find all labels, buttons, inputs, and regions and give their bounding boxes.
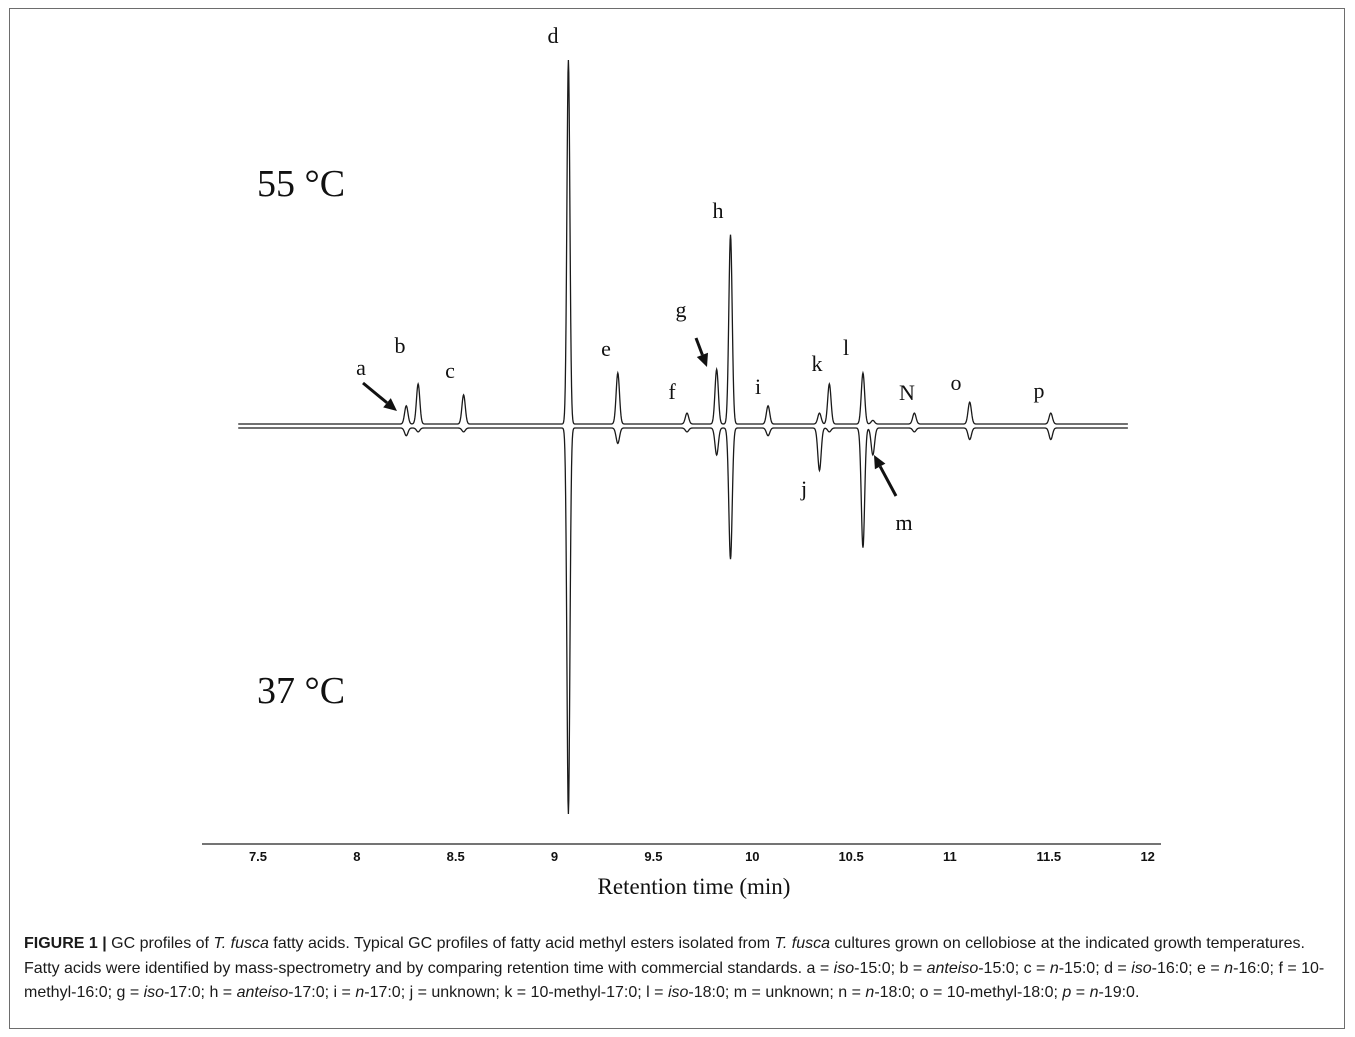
peak-label-a: a xyxy=(356,355,366,380)
caption-text: iso xyxy=(1131,959,1152,977)
peak-label-j: j xyxy=(800,476,807,501)
caption-text: GC profiles of xyxy=(106,935,214,952)
caption-text: -16:0; f = 10-methyl-16:0; g = xyxy=(24,959,1325,1002)
caption-text: -17:0; i = xyxy=(288,984,356,1001)
x-tick-label: 10.5 xyxy=(838,849,863,864)
caption-text: n xyxy=(355,984,365,1001)
caption-text: -15:0; c = xyxy=(978,959,1050,977)
caption-text: iso xyxy=(143,984,165,1001)
caption-text: n xyxy=(1224,959,1234,977)
peak-label-g: g xyxy=(676,297,687,322)
x-tick-label: 11.5 xyxy=(1037,849,1062,864)
figure-caption: FIGURE 1 | GC profiles of T. fusca fatty… xyxy=(24,932,1329,1006)
peak-label-k: k xyxy=(812,351,823,376)
caption-text: -18:0; o = 10-methyl-18:0; xyxy=(874,984,1063,1001)
caption-text: -19:0. xyxy=(1098,984,1140,1001)
arrow-g xyxy=(694,337,708,367)
caption-text: T. fusca xyxy=(774,935,830,952)
chromatogram-traces xyxy=(238,59,1128,815)
peak-arrows xyxy=(362,337,898,497)
caption-text: fatty acids. Typical GC profiles of fatt… xyxy=(268,935,775,952)
x-tick-label: 8 xyxy=(353,849,360,864)
caption-text: n xyxy=(1049,959,1059,977)
figure-frame xyxy=(9,8,1345,1029)
peak-label-m: m xyxy=(895,510,912,535)
arrow-m xyxy=(874,455,898,497)
caption-text: p xyxy=(1062,984,1072,1001)
caption-text: iso xyxy=(667,984,689,1001)
caption-text: -15:0; b = xyxy=(854,959,927,977)
x-tick-label: 10 xyxy=(745,849,759,864)
caption-text: -16:0; e = xyxy=(1151,959,1225,977)
arrow-a xyxy=(362,381,397,411)
caption-text: anteiso xyxy=(926,959,979,977)
peak-labels: a b c d e f g h i j kl m N o p xyxy=(356,23,1044,535)
trace-37 xyxy=(238,427,1128,815)
caption-text: iso xyxy=(833,959,855,977)
peak-label-o: o xyxy=(951,370,962,395)
x-tick-label: 9.5 xyxy=(644,849,662,864)
peak-label-c: c xyxy=(445,358,455,383)
x-tick-label: 8.5 xyxy=(447,849,465,864)
x-tick-label: 12 xyxy=(1140,849,1154,864)
x-axis-label: Retention time (min) xyxy=(598,874,791,899)
peak-label-h: h xyxy=(713,198,724,223)
caption-text: anteiso xyxy=(236,984,289,1001)
caption-lead: FIGURE 1 | xyxy=(24,935,107,952)
peak-label-l: l xyxy=(843,335,849,360)
caption-text: cultures grown on cellobiose at the indi… xyxy=(24,935,1305,977)
caption-text: n xyxy=(1089,984,1099,1001)
peak-label-N: N xyxy=(899,380,915,405)
peak-label-d: d xyxy=(548,23,559,48)
peak-label-f: f xyxy=(668,379,676,404)
caption-text: T. fusca xyxy=(213,935,269,952)
peak-label-e: e xyxy=(601,336,611,361)
temperature-label-55: 55 °C xyxy=(257,163,345,205)
gc-profile-chart: a b c d e f g h i j kl m N o p 55 °C 37 °C 7.5 8 8.5 9 9.5… xyxy=(202,23,1161,899)
trace-55 xyxy=(238,59,1128,425)
caption-text: -15:0; d = xyxy=(1058,959,1132,977)
temperature-label-37: 37 °C xyxy=(257,670,345,712)
caption-text: -17:0; j = unknown; k = 10-methyl-17:0; … xyxy=(364,984,668,1001)
peak-label-i: i xyxy=(755,374,761,399)
x-tick-label: 7.5 xyxy=(249,849,267,864)
caption-text: = xyxy=(1071,984,1090,1001)
x-axis-ticks: 7.5 8 8.5 9 9.5 10 10.5 11 11.5 12 xyxy=(249,849,1155,864)
peak-label-b: b xyxy=(395,333,406,358)
caption-text: -18:0; m = unknown; n = xyxy=(688,984,866,1001)
x-tick-label: 11 xyxy=(943,849,957,864)
caption-text: n xyxy=(865,984,875,1001)
peak-label-p: p xyxy=(1034,378,1045,403)
x-tick-label: 9 xyxy=(551,849,558,864)
caption-text: -17:0; h = xyxy=(164,984,237,1001)
